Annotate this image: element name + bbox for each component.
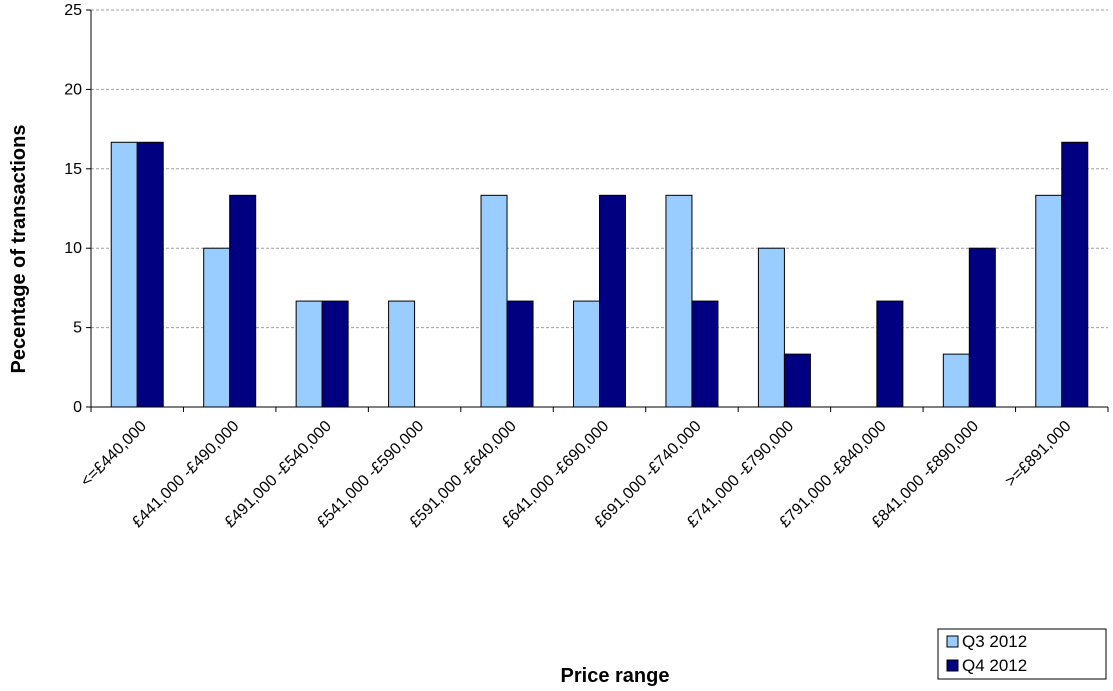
y-tick-label: 20	[64, 81, 82, 98]
legend-box	[937, 628, 1107, 680]
x-tick-labels: <=£440,000£441,000 -£490,000£491,000 -£5…	[78, 418, 1075, 531]
bar-q3-2012	[480, 194, 508, 408]
bar-q3-2012	[1035, 194, 1063, 408]
bar-q3-2012	[388, 300, 416, 408]
bar-q4-2012	[1061, 141, 1089, 408]
bar-q3-2012	[110, 141, 138, 408]
bar-q3-2012	[665, 194, 693, 408]
bar-q4-2012	[599, 194, 626, 408]
axes	[86, 9, 1109, 412]
legend-swatch-q4	[946, 659, 959, 672]
legend: Q3 2012 Q4 2012	[937, 628, 1107, 680]
y-tick-labels: 0 5 10 15 20 25	[64, 2, 82, 416]
bar-q4-2012	[876, 300, 904, 408]
bars	[110, 141, 1089, 408]
x-tick-label: <=£440,000	[78, 418, 150, 490]
y-tick-label: 15	[64, 161, 82, 178]
x-axis-title: Price range	[561, 665, 670, 687]
y-tick-label: 5	[73, 320, 82, 337]
bar-q3-2012	[942, 353, 970, 408]
bar-q3-2012	[203, 247, 231, 408]
bar-q4-2012	[691, 300, 719, 408]
legend-label-q4: Q4 2012	[962, 656, 1027, 675]
bar-q4-2012	[136, 141, 164, 408]
y-tick-label: 25	[64, 2, 82, 19]
y-tick-label: 10	[64, 240, 82, 257]
bar-q3-2012	[295, 300, 323, 408]
bar-q3-2012	[757, 247, 785, 408]
legend-swatch-q3	[946, 635, 959, 648]
y-axis-title: Pecentage of transactions	[8, 125, 30, 374]
x-tick-label: £841,000 -£890,000	[869, 418, 982, 531]
bar-q4-2012	[321, 300, 349, 408]
bar-q4-2012	[968, 247, 996, 408]
bar-q4-2012	[229, 194, 257, 408]
gridlines	[91, 9, 1108, 329]
bar-q3-2012	[573, 300, 600, 408]
x-tick-label: >=£891,000	[1002, 418, 1074, 490]
y-tick-label: 0	[73, 399, 82, 416]
bar-q4-2012	[506, 300, 534, 408]
bar-q4-2012	[783, 353, 811, 408]
legend-label-q3: Q3 2012	[962, 632, 1027, 651]
